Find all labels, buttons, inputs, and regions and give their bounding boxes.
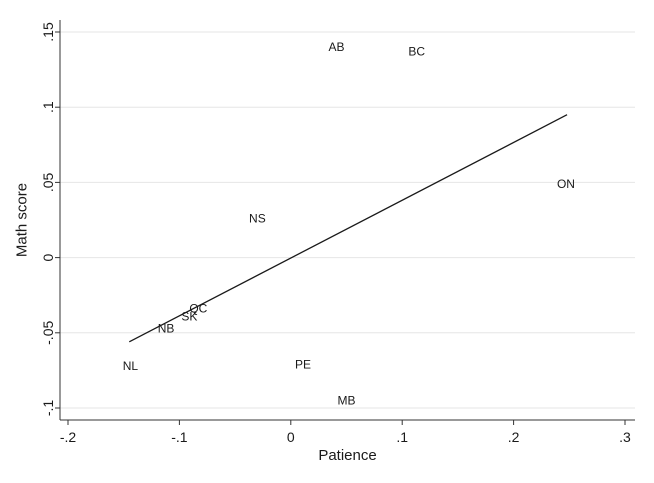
axis-layer <box>59 20 635 421</box>
x-tick-label: -.2 <box>60 429 77 445</box>
y-tick-label: 0 <box>40 253 56 261</box>
point-label-ab: AB <box>328 40 344 54</box>
point-label-sk: SK <box>181 309 197 323</box>
point-label-nb: NB <box>158 321 175 335</box>
x-axis-title: Patience <box>318 447 376 464</box>
point-label-mb: MB <box>338 393 356 407</box>
y-tick-label: .1 <box>40 101 56 113</box>
point-label-nl: NL <box>123 359 139 373</box>
fitted-line <box>128 114 568 343</box>
point-label-qc: QC <box>189 302 207 316</box>
x-tick-label: .3 <box>619 429 631 445</box>
y-tick-label: .05 <box>40 172 56 192</box>
point-label-ns: NS <box>249 211 266 225</box>
x-tick-label: .2 <box>508 429 520 445</box>
y-axis-ticks: -.1 -.05 0 .05 .1 .15 <box>40 22 60 416</box>
y-tick-label: -.1 <box>40 400 56 417</box>
y-tick-label: -.05 <box>40 321 56 345</box>
fit-layer <box>128 114 568 343</box>
y-axis-title: Math score <box>14 183 31 257</box>
point-label-on: ON <box>557 177 575 191</box>
x-tick-label: -.1 <box>171 429 188 445</box>
grid-layer <box>60 31 635 409</box>
x-tick-label: .1 <box>396 429 408 445</box>
x-tick-label: 0 <box>287 429 295 445</box>
point-label-pe: PE <box>295 357 311 371</box>
point-label-bc: BC <box>408 45 425 59</box>
y-tick-label: .15 <box>40 22 56 42</box>
x-axis-ticks: -.2 -.1 0 .1 .2 .3 <box>60 420 631 445</box>
